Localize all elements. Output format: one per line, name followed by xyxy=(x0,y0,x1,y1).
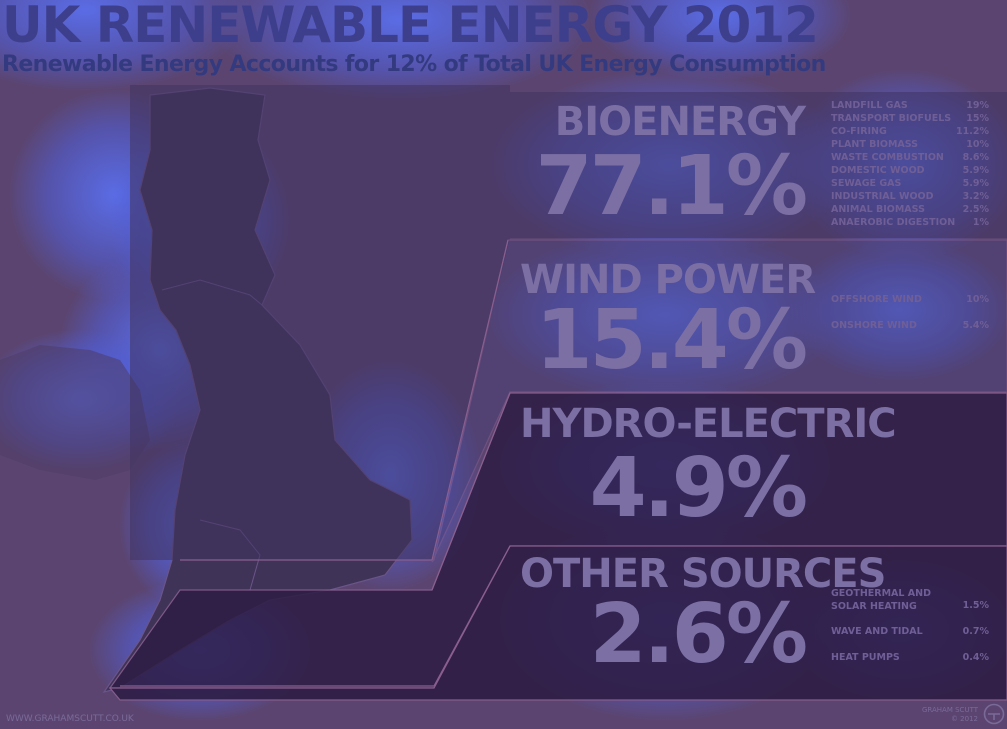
breakdown-name: INDUSTRIAL WOOD xyxy=(831,191,934,202)
page-subtitle: Renewable Energy Accounts for 12% of Tot… xyxy=(2,52,826,77)
page-title: UK RENEWABLE ENERGY 2012 xyxy=(2,0,819,54)
list-item: WAVE AND TIDAL 0.7% xyxy=(831,626,989,652)
breakdown-name: ONSHORE WIND xyxy=(831,320,917,331)
breakdown-name: DOMESTIC WOOD xyxy=(831,165,925,176)
credit-year: © 2012 xyxy=(950,715,978,723)
section-share: 15.4% xyxy=(535,293,808,388)
breakdown-name: LANDFILL GAS xyxy=(831,100,908,111)
breakdown-name: OFFSHORE WIND xyxy=(831,294,922,305)
breakdown-name: GEOTHERMAL AND SOLAR HEATING xyxy=(831,588,931,612)
breakdown-list: GEOTHERMAL AND SOLAR HEATING 1.5% WAVE AN… xyxy=(831,587,989,678)
section-share: 2.6% xyxy=(589,587,808,682)
section-share: 4.9% xyxy=(589,441,808,536)
section-label: BIOENERGY xyxy=(554,99,806,145)
breakdown-value: 2.5% xyxy=(962,204,989,215)
list-item: WASTE COMBUSTION 8.6% xyxy=(831,152,989,165)
section-label: WIND POWER xyxy=(520,257,816,303)
breakdown-name: PLANT BIOMASS xyxy=(831,139,919,150)
breakdown-list: LANDFILL GAS 19% TRANSPORT BIOFUELS 15% CO… xyxy=(831,100,989,230)
list-item: DOMESTIC WOOD 5.9% xyxy=(831,165,989,178)
breakdown-name: ANIMAL BIOMASS xyxy=(831,204,925,215)
uk-map xyxy=(0,85,1007,701)
breakdown-value: 5.9% xyxy=(962,178,989,189)
breakdown-value: 5.4% xyxy=(962,320,989,331)
breakdown-value: 19% xyxy=(966,100,989,111)
breakdown-name: WAVE AND TIDAL xyxy=(831,626,923,637)
breakdown-value: 10% xyxy=(966,294,989,305)
ireland-landmass xyxy=(0,345,150,480)
breakdown-value: 1.5% xyxy=(962,600,989,611)
list-item: ANIMAL BIOMASS 2.5% xyxy=(831,204,989,217)
other-panel-shape xyxy=(108,545,1007,701)
breakdown-list: OFFSHORE WIND 10% ONSHORE WIND 5.4% xyxy=(831,294,989,346)
breakdown-name: TRANSPORT BIOFUELS xyxy=(831,113,952,124)
bioenergy-panel-shape xyxy=(130,85,1007,560)
list-item: GEOTHERMAL AND SOLAR HEATING 1.5% xyxy=(831,587,989,626)
footer-url[interactable]: WWW.GRAHAMSCUTT.CO.UK xyxy=(6,714,134,724)
wind-panel-shape xyxy=(431,239,1007,563)
breakdown-name: CO-FIRING xyxy=(831,126,887,137)
breakdown-value: 0.7% xyxy=(962,626,989,637)
panel-divider xyxy=(431,239,509,561)
credit-name: GRAHAM SCUTT xyxy=(922,706,978,714)
section-label: HYDRO-ELECTRIC xyxy=(520,401,897,447)
breakdown-value: 5.9% xyxy=(962,165,989,176)
list-item: SEWAGE GAS 5.9% xyxy=(831,178,989,191)
breakdown-value: 1% xyxy=(972,217,989,228)
gs-monogram-icon xyxy=(983,703,1005,725)
breakdown-value: 15% xyxy=(966,113,989,124)
breakdown-value: 10% xyxy=(966,139,989,150)
section-label: OTHER SOURCES xyxy=(520,551,886,597)
list-item: CO-FIRING 11.2% xyxy=(831,126,989,139)
list-item: ANAEROBIC DIGESTION 1% xyxy=(831,217,989,230)
list-item: TRANSPORT BIOFUELS 15% xyxy=(831,113,989,126)
section-share: 77.1% xyxy=(535,139,808,234)
list-item: ONSHORE WIND 5.4% xyxy=(831,320,989,346)
breakdown-value: 3.2% xyxy=(962,191,989,202)
breakdown-name: SEWAGE GAS xyxy=(831,178,902,189)
breakdown-value: 11.2% xyxy=(956,126,989,137)
breakdown-value: 0.4% xyxy=(962,652,989,663)
list-item: HEAT PUMPS 0.4% xyxy=(831,652,989,678)
list-item: LANDFILL GAS 19% xyxy=(831,100,989,113)
breakdown-name: HEAT PUMPS xyxy=(831,652,900,663)
list-item: OFFSHORE WIND 10% xyxy=(831,294,989,320)
list-item: INDUSTRIAL WOOD 3.2% xyxy=(831,191,989,204)
footer-credit: GRAHAM SCUTT © 2012 xyxy=(900,706,978,724)
panel-divider xyxy=(431,392,511,591)
breakdown-name: WASTE COMBUSTION xyxy=(831,152,944,163)
breakdown-value: 8.6% xyxy=(962,152,989,163)
panel-divider xyxy=(433,545,511,687)
breakdown-name: ANAEROBIC DIGESTION xyxy=(831,217,956,228)
list-item: PLANT BIOMASS 10% xyxy=(831,139,989,152)
